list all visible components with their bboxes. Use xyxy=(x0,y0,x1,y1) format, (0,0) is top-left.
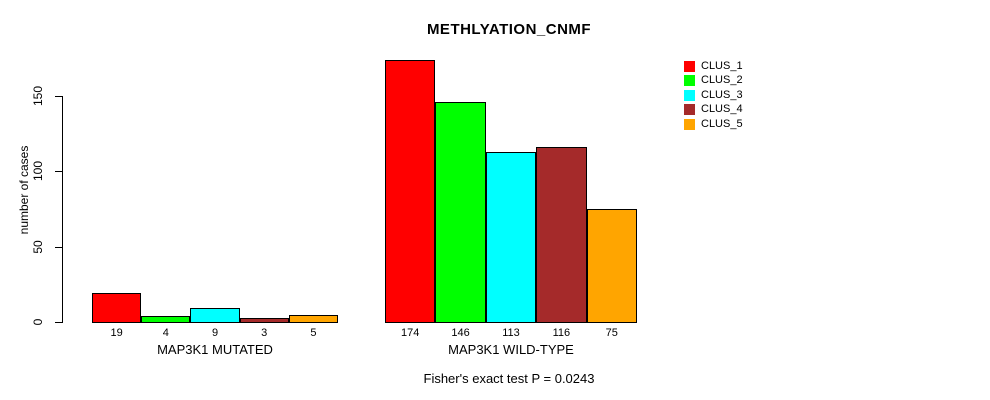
y-axis-line xyxy=(62,96,63,323)
y-tick-label: 150 xyxy=(31,86,45,107)
chart-caption: Fisher's exact test P = 0.0243 xyxy=(423,371,595,386)
bar-value-label: 146 xyxy=(451,327,470,339)
y-tick xyxy=(55,246,62,248)
bar-value-label: 5 xyxy=(310,327,317,339)
bar-value-label: 3 xyxy=(261,327,268,339)
legend-swatch xyxy=(684,104,695,116)
bar-value-label: 174 xyxy=(401,327,420,339)
legend-label: CLUS_3 xyxy=(701,88,743,101)
bar-value-label: 75 xyxy=(605,327,618,339)
legend-swatch xyxy=(684,89,695,101)
y-tick-label: 0 xyxy=(31,318,45,326)
bar-value-label: 113 xyxy=(502,327,520,339)
bar-value-label: 4 xyxy=(162,327,169,339)
y-tick xyxy=(55,171,62,173)
bar-value-label: 19 xyxy=(110,327,123,339)
bar-clus_3-0 xyxy=(190,308,240,323)
legend-swatch xyxy=(684,61,695,72)
bar-clus_1-0 xyxy=(92,293,142,323)
legend-label: CLUS_5 xyxy=(701,117,743,130)
bar-clus_3-1 xyxy=(485,151,537,323)
bar-clus_4-0 xyxy=(239,317,289,323)
legend-label: CLUS_1 xyxy=(701,60,743,72)
bar-value-label: 116 xyxy=(552,327,571,339)
legend-swatch xyxy=(684,118,695,130)
bar-clus_4-1 xyxy=(536,147,587,323)
y-tick-label: 100 xyxy=(31,161,45,182)
y-axis-label: number of cases xyxy=(17,145,31,235)
y-tick-label: 50 xyxy=(31,240,45,254)
legend-label: CLUS_4 xyxy=(701,103,743,116)
bar-clus_5-1 xyxy=(586,209,637,324)
bar-clus_2-1 xyxy=(435,102,486,323)
bar-value-label: 9 xyxy=(211,327,219,339)
bar-clus_2-0 xyxy=(141,316,191,323)
y-tick xyxy=(55,96,62,98)
legend-swatch xyxy=(684,75,695,87)
y-tick xyxy=(55,322,62,323)
group-label: MAP3K1 WILD-TYPE xyxy=(448,342,574,357)
bar-clus_1-1 xyxy=(385,60,436,323)
chart-title: METHLYATION_CNMF xyxy=(426,21,592,38)
group-label: MAP3K1 MUTATED xyxy=(157,342,273,357)
legend-label: CLUS_2 xyxy=(701,74,743,87)
bar-clus_5-0 xyxy=(288,314,338,323)
